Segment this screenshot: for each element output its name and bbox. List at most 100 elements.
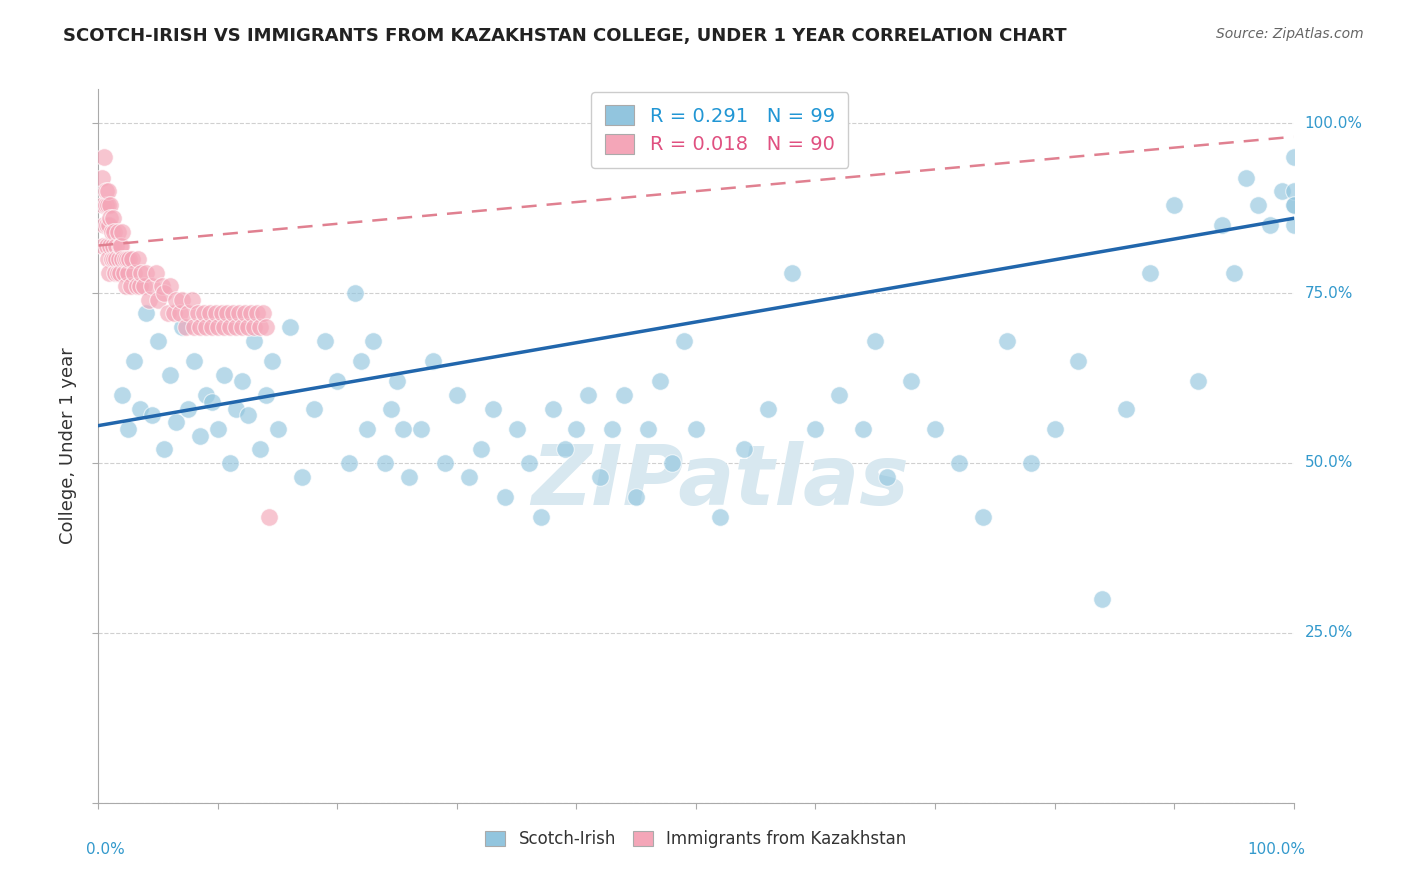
Point	[105, 252, 128, 266]
Point	[94, 198, 117, 212]
Point	[201, 320, 224, 334]
Point	[118, 252, 141, 266]
Point	[235, 306, 257, 320]
Point	[165, 415, 187, 429]
Point	[1282, 218, 1305, 232]
Point	[207, 320, 229, 334]
Point	[434, 456, 457, 470]
Point	[1115, 401, 1137, 416]
Point	[111, 225, 134, 239]
Point	[212, 320, 235, 334]
Point	[259, 510, 281, 524]
Point	[249, 442, 271, 457]
Point	[120, 279, 142, 293]
Point	[93, 218, 115, 232]
Point	[148, 334, 170, 348]
Point	[114, 252, 136, 266]
Point	[446, 388, 468, 402]
Text: 100.0%: 100.0%	[1305, 116, 1362, 131]
Point	[219, 456, 242, 470]
Point	[103, 252, 125, 266]
Text: 0.0%: 0.0%	[87, 842, 125, 857]
Point	[613, 388, 636, 402]
Point	[156, 306, 179, 320]
Point	[481, 401, 505, 416]
Point	[97, 252, 120, 266]
Point	[107, 266, 129, 280]
Point	[1282, 184, 1305, 198]
Point	[153, 286, 176, 301]
Point	[101, 238, 124, 252]
Point	[105, 238, 128, 252]
Point	[1282, 198, 1305, 212]
Point	[187, 306, 209, 320]
Point	[995, 334, 1018, 348]
Point	[124, 266, 146, 280]
Point	[177, 306, 200, 320]
Point	[411, 422, 433, 436]
Point	[217, 306, 239, 320]
Point	[125, 279, 148, 293]
Point	[756, 401, 779, 416]
Point	[204, 306, 226, 320]
Point	[195, 388, 218, 402]
Point	[107, 252, 129, 266]
Point	[117, 266, 139, 280]
Text: 75.0%: 75.0%	[1305, 285, 1353, 301]
Point	[222, 306, 245, 320]
Point	[159, 368, 181, 382]
Point	[380, 401, 402, 416]
Point	[127, 252, 149, 266]
Point	[876, 469, 898, 483]
Point	[1043, 422, 1066, 436]
Point	[1163, 198, 1185, 212]
Point	[115, 252, 138, 266]
Point	[135, 306, 157, 320]
Point	[260, 354, 283, 368]
Point	[138, 293, 160, 307]
Point	[252, 306, 274, 320]
Point	[350, 354, 373, 368]
Point	[236, 409, 259, 423]
Point	[236, 320, 259, 334]
Point	[231, 320, 253, 334]
Point	[392, 422, 415, 436]
Point	[172, 320, 194, 334]
Point	[1187, 375, 1209, 389]
Point	[626, 490, 648, 504]
Point	[98, 198, 122, 212]
Point	[356, 422, 378, 436]
Point	[231, 375, 253, 389]
Y-axis label: College, Under 1 year: College, Under 1 year	[59, 348, 77, 544]
Point	[100, 225, 122, 239]
Text: SCOTCH-IRISH VS IMMIGRANTS FROM KAZAKHSTAN COLLEGE, UNDER 1 YEAR CORRELATION CHA: SCOTCH-IRISH VS IMMIGRANTS FROM KAZAKHST…	[63, 27, 1067, 45]
Point	[865, 334, 887, 348]
Point	[103, 225, 125, 239]
Point	[246, 306, 269, 320]
Point	[159, 279, 181, 293]
Point	[183, 354, 205, 368]
Point	[193, 306, 215, 320]
Point	[115, 279, 138, 293]
Point	[733, 442, 755, 457]
Point	[673, 334, 696, 348]
Point	[124, 354, 146, 368]
Legend: Scotch-Irish, Immigrants from Kazakhstan: Scotch-Irish, Immigrants from Kazakhstan	[479, 824, 912, 855]
Point	[709, 510, 731, 524]
Point	[188, 429, 211, 443]
Point	[278, 320, 301, 334]
Point	[111, 388, 134, 402]
Point	[602, 422, 624, 436]
Point	[398, 469, 420, 483]
Point	[924, 422, 946, 436]
Point	[1282, 198, 1305, 212]
Point	[225, 401, 247, 416]
Point	[315, 334, 337, 348]
Text: 100.0%: 100.0%	[1247, 842, 1306, 857]
Point	[267, 422, 290, 436]
Point	[291, 469, 314, 483]
Point	[104, 266, 127, 280]
Point	[188, 320, 211, 334]
Point	[972, 510, 994, 524]
Point	[145, 266, 167, 280]
